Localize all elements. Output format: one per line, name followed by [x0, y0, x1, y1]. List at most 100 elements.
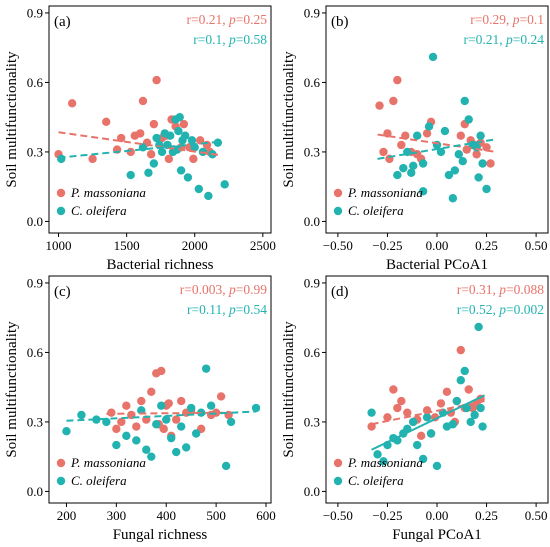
- point-pm: [107, 408, 116, 417]
- point-co: [176, 166, 186, 175]
- point-co: [478, 422, 487, 431]
- point-co: [460, 366, 469, 376]
- x-tick-label: 0.00: [426, 238, 449, 253]
- point-co: [407, 168, 416, 177]
- x-tick-label: 2000: [182, 238, 208, 253]
- point-co: [432, 461, 442, 471]
- y-tick-label: 0.0: [27, 214, 43, 229]
- point-co: [174, 126, 183, 136]
- point-co: [412, 440, 422, 450]
- legend-marker-co: [56, 476, 66, 486]
- panel-b: −0.50 −0.25 0.00 0.25 0.50 0.0 0.3 0.6 0.9 Bacter…: [281, 5, 549, 273]
- point-co: [166, 131, 175, 140]
- point-pm: [393, 403, 402, 413]
- point-co: [444, 170, 454, 180]
- legend-label-co: C. oleifera: [348, 473, 404, 488]
- point-pm: [416, 431, 426, 441]
- point-pm: [397, 140, 406, 150]
- x-tick-label: 0.00: [426, 508, 449, 523]
- fit-line-pm: [377, 133, 497, 153]
- y-tick-label: 0.0: [27, 484, 43, 499]
- point-co: [460, 96, 469, 106]
- point-co: [194, 184, 204, 194]
- stat-co: r=0.1, p=0.58: [193, 32, 267, 47]
- legend-marker-pm: [56, 188, 66, 198]
- point-co: [172, 447, 181, 457]
- point-pm: [112, 424, 121, 434]
- point-co: [409, 417, 418, 427]
- legend-marker-pm: [333, 458, 343, 468]
- point-pm: [122, 401, 131, 410]
- panel-a: 1000 1500 2000 2500 0.0 0.3 0.6 0.9 Bacterial ri…: [4, 5, 276, 273]
- point-co: [172, 145, 182, 154]
- y-tick-label: 0.6: [304, 75, 321, 90]
- point-co: [409, 161, 418, 171]
- y-tick-label: 0.6: [304, 345, 321, 360]
- point-pm: [436, 399, 446, 408]
- point-co: [474, 322, 483, 332]
- point-co: [187, 136, 197, 145]
- point-co: [478, 159, 487, 168]
- x-tick-label: 1000: [46, 238, 72, 253]
- point-co: [152, 133, 161, 143]
- x-axis-title: Bacterial PCoA1: [386, 257, 488, 273]
- legend-label-co: C. oleifera: [348, 203, 404, 218]
- legend: P. massoniana C. oleifera: [333, 185, 423, 218]
- stat-co: r=0.52, p=0.002: [457, 302, 544, 317]
- legend-label-pm: P. massoniana: [70, 455, 146, 470]
- point-pm: [389, 385, 398, 394]
- x-tick-label: −0.25: [372, 238, 402, 253]
- legend-marker-co: [333, 206, 343, 216]
- point-co: [456, 376, 465, 385]
- point-pm: [149, 119, 159, 129]
- point-co: [464, 115, 473, 124]
- point-pm: [389, 96, 398, 106]
- plot-frame: [48, 5, 272, 234]
- point-pm: [472, 150, 481, 159]
- point-co: [77, 410, 86, 420]
- point-co: [379, 457, 388, 466]
- panel-tag: (a): [54, 14, 71, 30]
- point-co: [201, 364, 211, 373]
- point-pm: [117, 417, 126, 427]
- y-tick-label: 0.3: [27, 414, 43, 429]
- x-tick-label: 0.25: [475, 238, 498, 253]
- point-co: [452, 396, 462, 406]
- point-co: [180, 131, 190, 140]
- point-pm: [137, 396, 146, 406]
- x-tick-label: −0.50: [323, 238, 353, 253]
- point-pm: [147, 387, 156, 397]
- y-axis-title: Soil multifunctionality: [281, 321, 297, 458]
- point-co: [418, 159, 428, 168]
- point-pm: [195, 136, 205, 145]
- point-co: [112, 440, 121, 450]
- point-pm: [164, 154, 174, 164]
- panel-c: 200 300 400 500 600 0.0 0.3 0.6 0.9 Fungal richne…: [4, 275, 276, 543]
- point-co: [428, 52, 438, 62]
- point-co: [424, 122, 434, 131]
- stat-pm: r=0.21, p=0.25: [187, 12, 268, 27]
- plot-frame: [48, 275, 272, 504]
- point-co: [126, 170, 135, 180]
- x-tick-label: 600: [256, 508, 276, 523]
- point-pm: [189, 154, 198, 164]
- point-co: [186, 403, 196, 413]
- point-pm: [486, 159, 495, 168]
- point-pm: [136, 129, 145, 138]
- point-co: [142, 445, 151, 454]
- fit-line-pm: [371, 400, 485, 426]
- legend-label-pm: P. massoniana: [347, 455, 423, 470]
- y-tick-label: 0.0: [304, 214, 320, 229]
- point-co: [454, 150, 464, 159]
- point-pm: [177, 396, 186, 406]
- point-co: [162, 415, 171, 424]
- x-tick-label: 500: [206, 508, 226, 523]
- point-co: [476, 131, 485, 140]
- x-tick-label: 0.50: [525, 508, 548, 523]
- point-pm: [172, 415, 181, 424]
- point-pm: [102, 117, 111, 127]
- y-tick-label: 0.9: [304, 5, 320, 20]
- point-pm: [216, 392, 226, 401]
- point-co: [422, 413, 432, 422]
- y-tick-label: 0.0: [304, 484, 320, 499]
